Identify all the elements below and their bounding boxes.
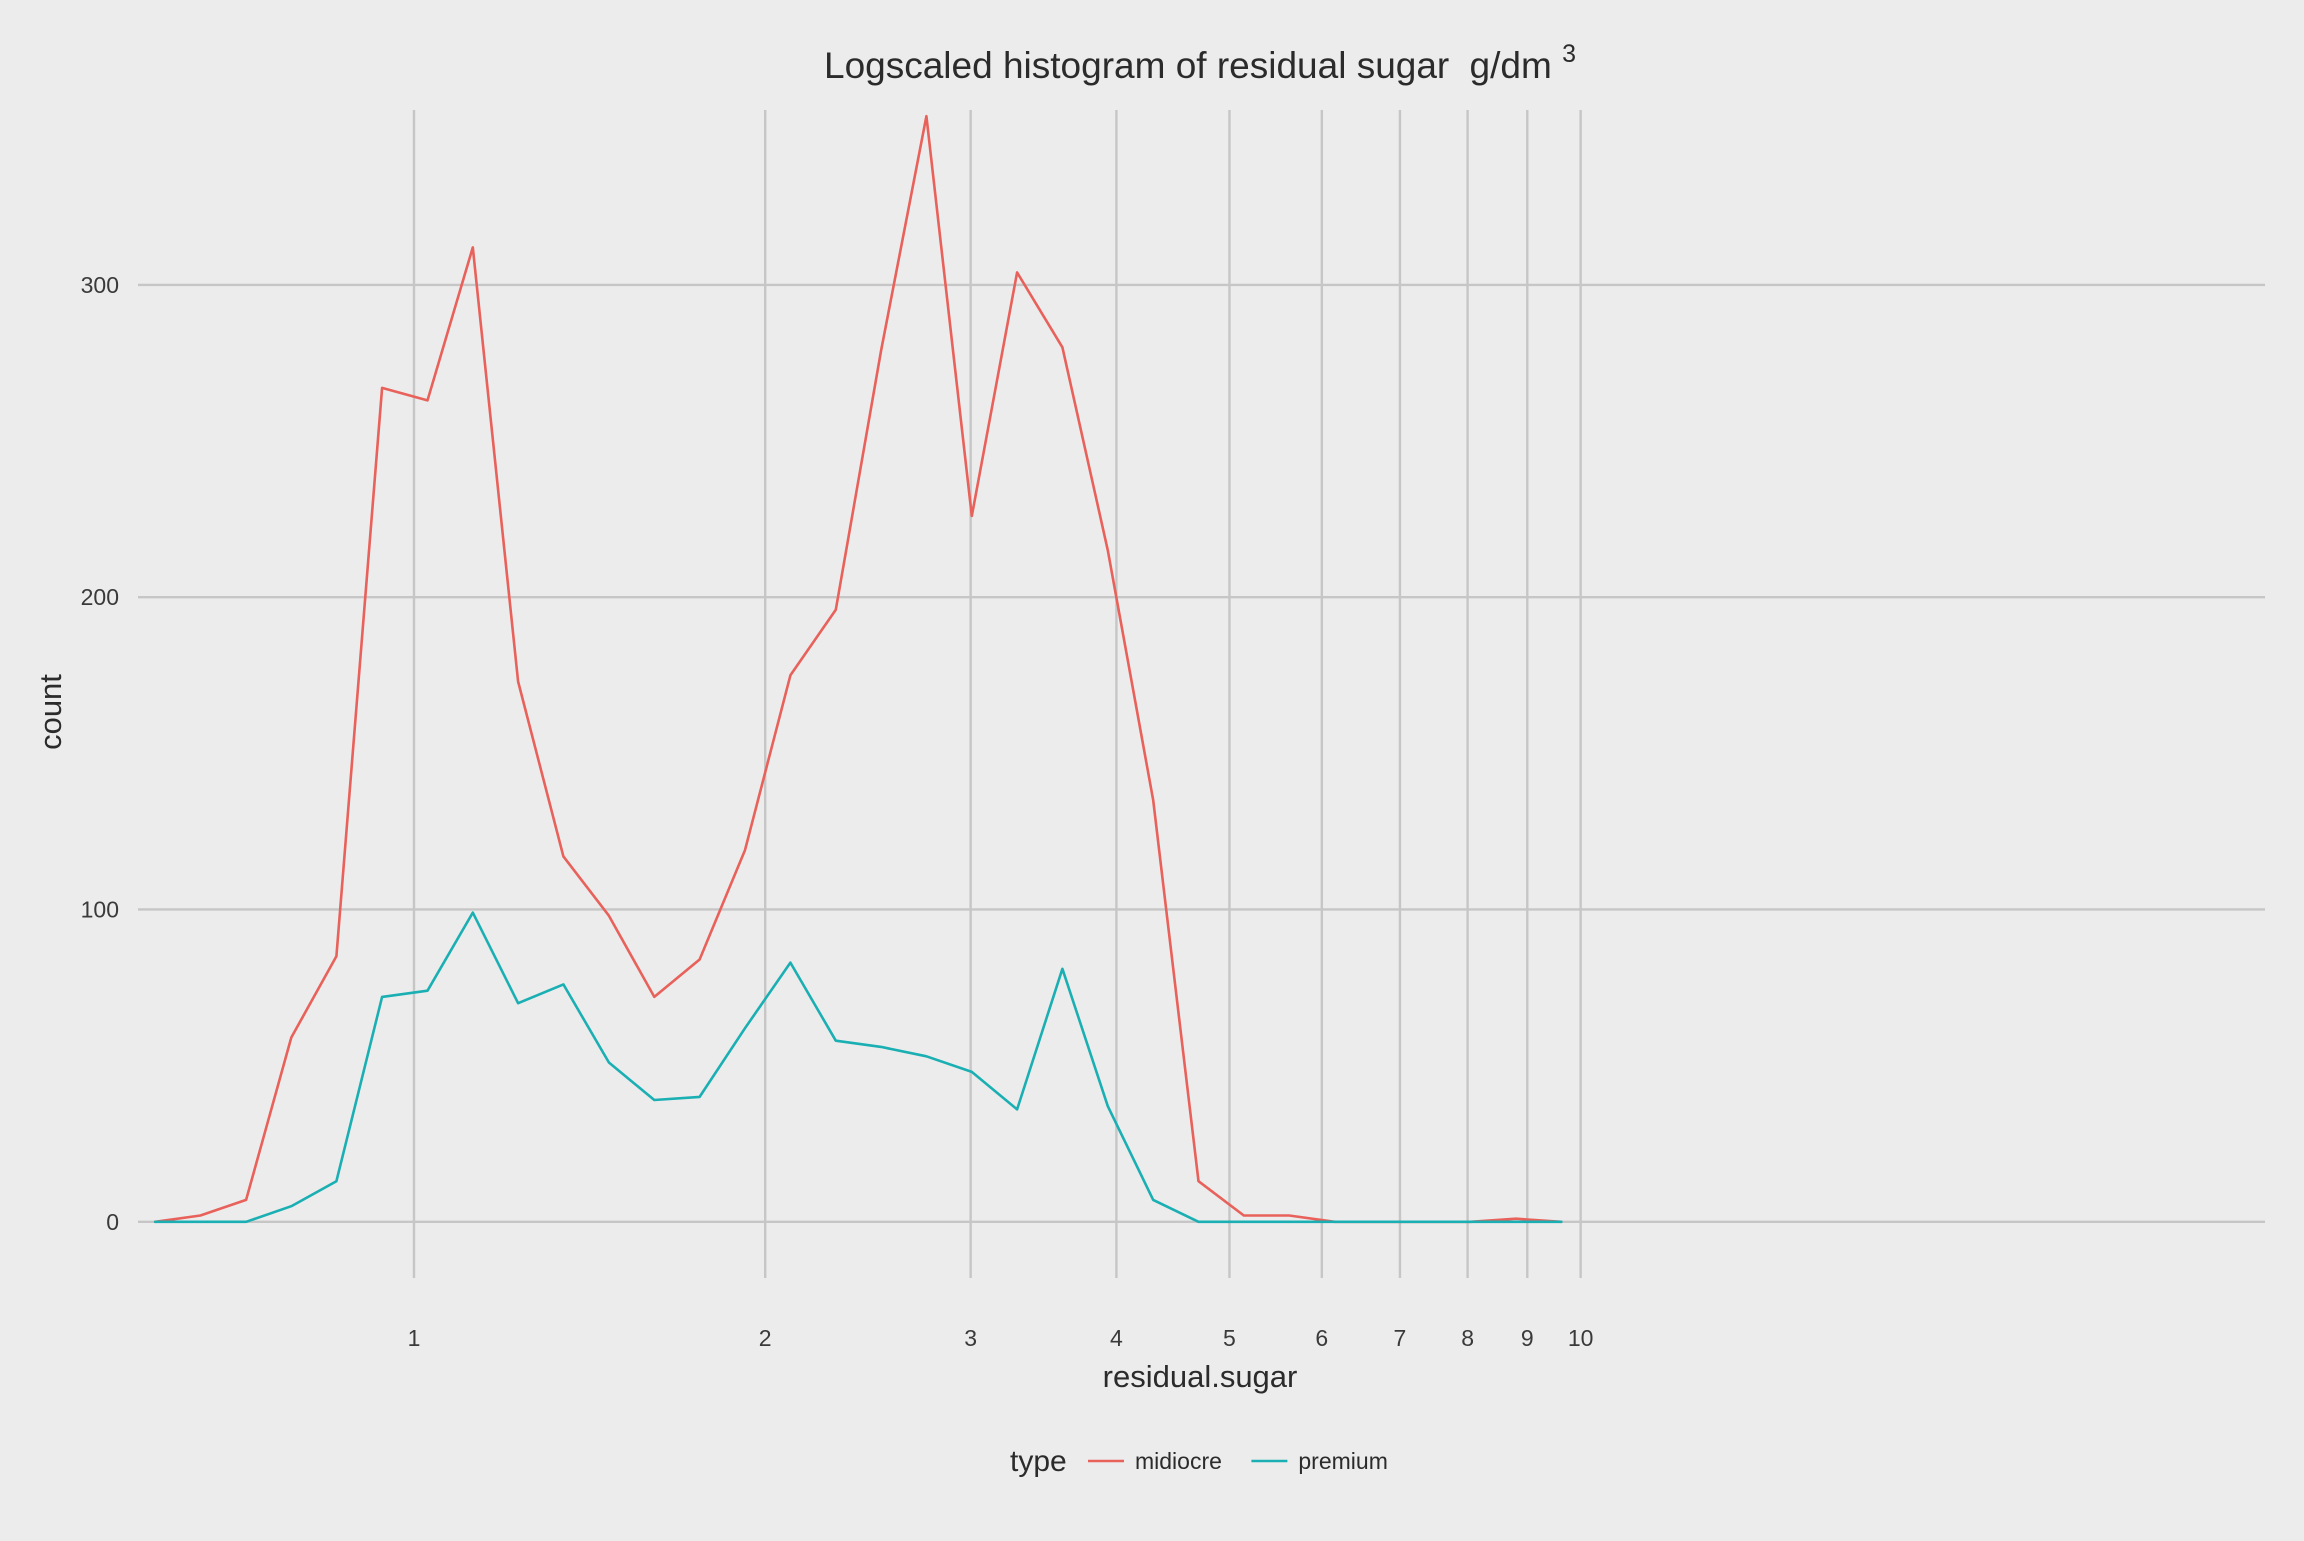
chart-title-unit-superscript: 3 — [1562, 40, 1576, 68]
chart-title-text: Logscaled histogram of residual sugar — [824, 45, 1449, 86]
series-lines — [153, 114, 1563, 1224]
legend-label-midiocre: midiocre — [1135, 1448, 1222, 1474]
x-tick-label: 4 — [1110, 1325, 1123, 1351]
x-tick-label: 8 — [1461, 1325, 1474, 1351]
series-line-premium — [153, 911, 1563, 1224]
x-tick-label: 5 — [1223, 1325, 1236, 1351]
y-tick-label: 300 — [81, 272, 119, 298]
y-axis-title: count — [33, 674, 68, 750]
y-tick-label: 200 — [81, 584, 119, 610]
grid — [138, 110, 2265, 1278]
series-line-midiocre — [153, 114, 1563, 1224]
legend: type midiocre premium — [1010, 1445, 1388, 1478]
legend-items: midiocre premium — [1088, 1448, 1388, 1474]
y-tick-label: 100 — [81, 896, 119, 922]
legend-title: type — [1010, 1445, 1067, 1478]
x-tick-label: 7 — [1394, 1325, 1407, 1351]
x-tick-label: 2 — [759, 1325, 772, 1351]
x-tick-label: 1 — [408, 1325, 421, 1351]
x-axis-ticks: 1 2 3 4 5 6 7 8 9 10 — [408, 1325, 1594, 1351]
x-axis-title: residual.sugar — [1103, 1359, 1298, 1394]
y-tick-label: 0 — [106, 1209, 119, 1235]
x-tick-label: 3 — [964, 1325, 977, 1351]
chart-title: Logscaled histogram of residual sugar g/… — [824, 40, 1576, 86]
y-axis-ticks: 0 100 200 300 — [81, 272, 119, 1235]
x-tick-label: 10 — [1568, 1325, 1594, 1351]
x-tick-label: 6 — [1315, 1325, 1328, 1351]
chart-title-unit: g/dm — [1470, 45, 1552, 86]
legend-label-premium: premium — [1298, 1448, 1387, 1474]
x-tick-label: 9 — [1521, 1325, 1534, 1351]
